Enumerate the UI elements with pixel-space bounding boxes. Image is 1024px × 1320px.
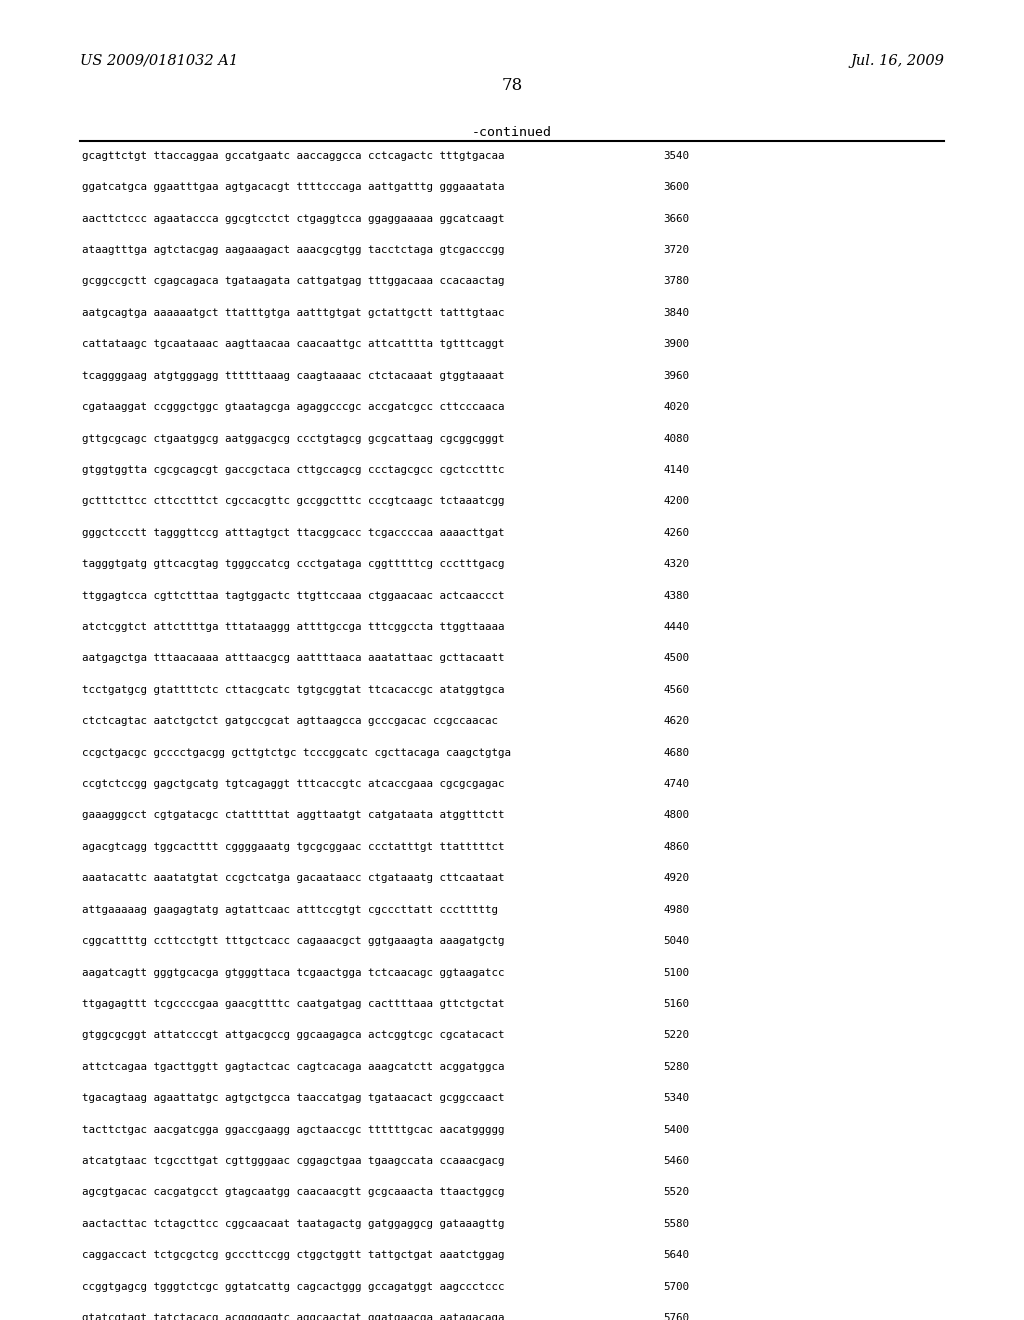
Text: gtggcgcggt attatcccgt attgacgccg ggcaagagca actcggtcgc cgcatacact: gtggcgcggt attatcccgt attgacgccg ggcaaga… (82, 1031, 505, 1040)
Text: caggaccact tctgcgctcg gcccttccgg ctggctggtt tattgctgat aaatctggag: caggaccact tctgcgctcg gcccttccgg ctggctg… (82, 1250, 505, 1261)
Text: gaaagggcct cgtgatacgc ctatttttat aggttaatgt catgataata atggtttctt: gaaagggcct cgtgatacgc ctatttttat aggttaa… (82, 810, 505, 821)
Text: aactacttac tctagcttcc cggcaacaat taatagactg gatggaggcg gataaagttg: aactacttac tctagcttcc cggcaacaat taataga… (82, 1218, 505, 1229)
Text: tagggtgatg gttcacgtag tgggccatcg ccctgataga cggtttttcg ccctttgacg: tagggtgatg gttcacgtag tgggccatcg ccctgat… (82, 560, 505, 569)
Text: ccgtctccgg gagctgcatg tgtcagaggt tttcaccgtc atcaccgaaa cgcgcgagac: ccgtctccgg gagctgcatg tgtcagaggt tttcacc… (82, 779, 505, 789)
Text: 3840: 3840 (664, 308, 689, 318)
Text: tgacagtaag agaattatgc agtgctgcca taaccatgag tgataacact gcggccaact: tgacagtaag agaattatgc agtgctgcca taaccat… (82, 1093, 505, 1104)
Text: 4140: 4140 (664, 465, 689, 475)
Text: 5400: 5400 (664, 1125, 689, 1135)
Text: 4740: 4740 (664, 779, 689, 789)
Text: 78: 78 (502, 78, 522, 94)
Text: ttgagagttt tcgccccgaa gaacgttttc caatgatgag cacttttaaa gttctgctat: ttgagagttt tcgccccgaa gaacgttttc caatgat… (82, 999, 505, 1008)
Text: 3660: 3660 (664, 214, 689, 223)
Text: ccgctgacgc gcccctgacgg gcttgtctgc tcccggcatc cgcttacaga caagctgtga: ccgctgacgc gcccctgacgg gcttgtctgc tcccgg… (82, 747, 511, 758)
Text: agacgtcagg tggcactttt cggggaaatg tgcgcggaac ccctatttgt ttatttttct: agacgtcagg tggcactttt cggggaaatg tgcgcgg… (82, 842, 505, 851)
Text: 3780: 3780 (664, 276, 689, 286)
Text: 4440: 4440 (664, 622, 689, 632)
Text: attctcagaa tgacttggtt gagtactcac cagtcacaga aaagcatctt acggatggca: attctcagaa tgacttggtt gagtactcac cagtcac… (82, 1061, 505, 1072)
Text: gcagttctgt ttaccaggaa gccatgaatc aaccaggcca cctcagactc tttgtgacaa: gcagttctgt ttaccaggaa gccatgaatc aaccagg… (82, 150, 505, 161)
Text: 5700: 5700 (664, 1282, 689, 1292)
Text: 4980: 4980 (664, 904, 689, 915)
Text: agcgtgacac cacgatgcct gtagcaatgg caacaacgtt gcgcaaacta ttaactggcg: agcgtgacac cacgatgcct gtagcaatgg caacaac… (82, 1188, 505, 1197)
Text: tcaggggaag atgtgggagg ttttttaaag caagtaaaac ctctacaaat gtggtaaaat: tcaggggaag atgtgggagg ttttttaaag caagtaa… (82, 371, 505, 380)
Text: ccggtgagcg tgggtctcgc ggtatcattg cagcactggg gccagatggt aagccctccc: ccggtgagcg tgggtctcgc ggtatcattg cagcact… (82, 1282, 505, 1292)
Text: attgaaaaag gaagagtatg agtattcaac atttccgtgt cgcccttatt ccctttttg: attgaaaaag gaagagtatg agtattcaac atttccg… (82, 904, 498, 915)
Text: atcatgtaac tcgccttgat cgttgggaac cggagctgaa tgaagccata ccaaacgacg: atcatgtaac tcgccttgat cgttgggaac cggagct… (82, 1156, 505, 1166)
Text: Jul. 16, 2009: Jul. 16, 2009 (850, 54, 944, 67)
Text: 5460: 5460 (664, 1156, 689, 1166)
Text: aatgagctga tttaacaaaa atttaacgcg aattttaaca aaatattaac gcttacaatt: aatgagctga tttaacaaaa atttaacgcg aatttta… (82, 653, 505, 664)
Text: -continued: -continued (472, 125, 552, 139)
Text: cgataaggat ccgggctggc gtaatagcga agaggcccgc accgatcgcc cttcccaaca: cgataaggat ccgggctggc gtaatagcga agaggcc… (82, 403, 505, 412)
Text: 4680: 4680 (664, 747, 689, 758)
Text: aagatcagtt gggtgcacga gtgggttaca tcgaactgga tctcaacagc ggtaagatcc: aagatcagtt gggtgcacga gtgggttaca tcgaact… (82, 968, 505, 978)
Text: 3600: 3600 (664, 182, 689, 193)
Text: 4620: 4620 (664, 717, 689, 726)
Text: aacttctccc agaataccca ggcgtcctct ctgaggtcca ggaggaaaaa ggcatcaagt: aacttctccc agaataccca ggcgtcctct ctgaggt… (82, 214, 505, 223)
Text: atctcggtct attcttttga tttataaggg attttgccga tttcggccta ttggttaaaa: atctcggtct attcttttga tttataaggg attttgc… (82, 622, 505, 632)
Text: 4080: 4080 (664, 433, 689, 444)
Text: 4920: 4920 (664, 874, 689, 883)
Text: tacttctgac aacgatcgga ggaccgaagg agctaaccgc ttttttgcac aacatggggg: tacttctgac aacgatcgga ggaccgaagg agctaac… (82, 1125, 505, 1135)
Text: 4260: 4260 (664, 528, 689, 537)
Text: 3960: 3960 (664, 371, 689, 380)
Text: 5280: 5280 (664, 1061, 689, 1072)
Text: gggctccctt tagggttccg atttagtgct ttacggcacc tcgaccccaa aaaacttgat: gggctccctt tagggttccg atttagtgct ttacggc… (82, 528, 505, 537)
Text: 4320: 4320 (664, 560, 689, 569)
Text: aatgcagtga aaaaaatgct ttatttgtga aatttgtgat gctattgctt tatttgtaac: aatgcagtga aaaaaatgct ttatttgtga aatttgt… (82, 308, 505, 318)
Text: tcctgatgcg gtattttctc cttacgcatc tgtgcggtat ttcacaccgc atatggtgca: tcctgatgcg gtattttctc cttacgcatc tgtgcgg… (82, 685, 505, 694)
Text: 5220: 5220 (664, 1031, 689, 1040)
Text: gcggccgctt cgagcagaca tgataagata cattgatgag tttggacaaa ccacaactag: gcggccgctt cgagcagaca tgataagata cattgat… (82, 276, 505, 286)
Text: gtggtggtta cgcgcagcgt gaccgctaca cttgccagcg ccctagcgcc cgctcctttc: gtggtggtta cgcgcagcgt gaccgctaca cttgcca… (82, 465, 505, 475)
Text: 5100: 5100 (664, 968, 689, 978)
Text: 3540: 3540 (664, 150, 689, 161)
Text: 5640: 5640 (664, 1250, 689, 1261)
Text: 5340: 5340 (664, 1093, 689, 1104)
Text: ctctcagtac aatctgctct gatgccgcat agttaagcca gcccgacac ccgccaacac: ctctcagtac aatctgctct gatgccgcat agttaag… (82, 717, 498, 726)
Text: 4200: 4200 (664, 496, 689, 507)
Text: ataagtttga agtctacgag aagaaagact aaacgcgtgg tacctctaga gtcgacccgg: ataagtttga agtctacgag aagaaagact aaacgcg… (82, 246, 505, 255)
Text: ttggagtcca cgttctttaa tagtggactc ttgttccaaa ctggaacaac actcaaccct: ttggagtcca cgttctttaa tagtggactc ttgttcc… (82, 590, 505, 601)
Text: gtatcgtagt tatctacacg acggggagtc aggcaactat ggatgaacga aatagacaga: gtatcgtagt tatctacacg acggggagtc aggcaac… (82, 1313, 505, 1320)
Text: 4380: 4380 (664, 590, 689, 601)
Text: gctttcttcc cttcctttct cgccacgttc gccggctttc cccgtcaagc tctaaatcgg: gctttcttcc cttcctttct cgccacgttc gccggct… (82, 496, 505, 507)
Text: 3720: 3720 (664, 246, 689, 255)
Text: US 2009/0181032 A1: US 2009/0181032 A1 (80, 54, 238, 67)
Text: 4020: 4020 (664, 403, 689, 412)
Text: 5040: 5040 (664, 936, 689, 946)
Text: 4800: 4800 (664, 810, 689, 821)
Text: gttgcgcagc ctgaatggcg aatggacgcg ccctgtagcg gcgcattaag cgcggcgggt: gttgcgcagc ctgaatggcg aatggacgcg ccctgta… (82, 433, 505, 444)
Text: aaatacattc aaatatgtat ccgctcatga gacaataacc ctgataaatg cttcaataat: aaatacattc aaatatgtat ccgctcatga gacaata… (82, 874, 505, 883)
Text: ggatcatgca ggaatttgaa agtgacacgt ttttcccaga aattgatttg gggaaatata: ggatcatgca ggaatttgaa agtgacacgt ttttccc… (82, 182, 505, 193)
Text: cattataagc tgcaataaac aagttaacaa caacaattgc attcatttta tgtttcaggt: cattataagc tgcaataaac aagttaacaa caacaat… (82, 339, 505, 350)
Text: 5760: 5760 (664, 1313, 689, 1320)
Text: 4560: 4560 (664, 685, 689, 694)
Text: 5580: 5580 (664, 1218, 689, 1229)
Text: 4500: 4500 (664, 653, 689, 664)
Text: 3900: 3900 (664, 339, 689, 350)
Text: 5160: 5160 (664, 999, 689, 1008)
Text: 5520: 5520 (664, 1188, 689, 1197)
Text: 4860: 4860 (664, 842, 689, 851)
Text: cggcattttg ccttcctgtt tttgctcacc cagaaacgct ggtgaaagta aaagatgctg: cggcattttg ccttcctgtt tttgctcacc cagaaac… (82, 936, 505, 946)
